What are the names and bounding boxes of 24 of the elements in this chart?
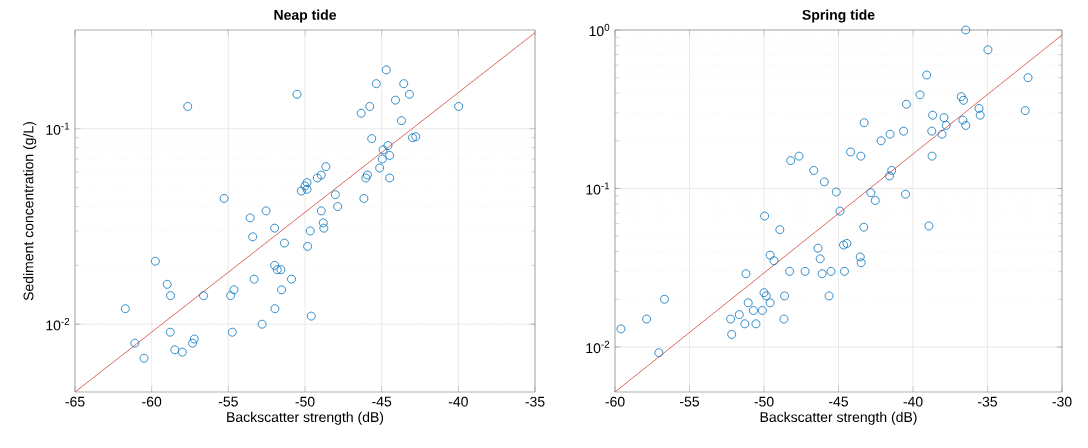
x-tick-label: -50 — [295, 396, 315, 407]
y-tick-label: 10$^{-1}$ — [586, 182, 610, 195]
x-axis-title: Backscatter strength (dB) — [227, 411, 384, 425]
chart-title: Spring tide — [802, 9, 875, 23]
y-tick-label: 10$^{-1}$ — [46, 122, 70, 135]
x-axis-title: Backscatter strength (dB) — [760, 411, 917, 425]
chart-title: Neap tide — [274, 9, 337, 23]
y-axis-title: Sediment concentration (g/L) — [23, 122, 37, 301]
y-tick-label: 10$^{-2}$ — [586, 340, 610, 354]
x-tick-label: -35 — [525, 396, 545, 407]
x-tick-label: -40 — [903, 396, 923, 407]
y-tick-label: 10$^{0}$ — [589, 23, 610, 37]
y-tick-label: 10$^{-2}$ — [46, 318, 70, 331]
x-tick-label: -55 — [680, 396, 700, 407]
x-tick-label: -35 — [978, 396, 998, 407]
x-tick-label: -65 — [65, 396, 85, 407]
x-tick-label: -45 — [372, 396, 392, 407]
x-tick-label: -50 — [754, 396, 774, 407]
x-tick-label: -30 — [1052, 396, 1072, 407]
x-tick-label: -55 — [218, 396, 238, 407]
x-tick-label: -60 — [605, 396, 625, 407]
x-tick-label: -40 — [448, 396, 468, 407]
x-tick-label: -60 — [142, 396, 162, 407]
x-tick-label: -45 — [829, 396, 849, 407]
